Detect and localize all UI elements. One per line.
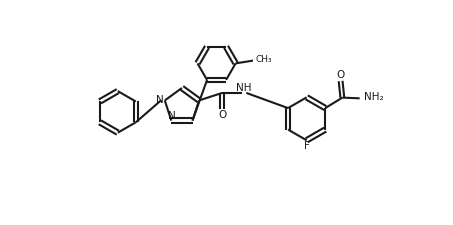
Text: NH₂: NH₂ [364, 92, 384, 102]
Text: N: N [156, 95, 164, 105]
Text: NH: NH [236, 83, 251, 93]
Text: N: N [168, 111, 176, 121]
Text: O: O [218, 110, 226, 120]
Text: F: F [304, 141, 310, 151]
Text: CH₃: CH₃ [256, 55, 272, 64]
Text: O: O [337, 70, 345, 81]
